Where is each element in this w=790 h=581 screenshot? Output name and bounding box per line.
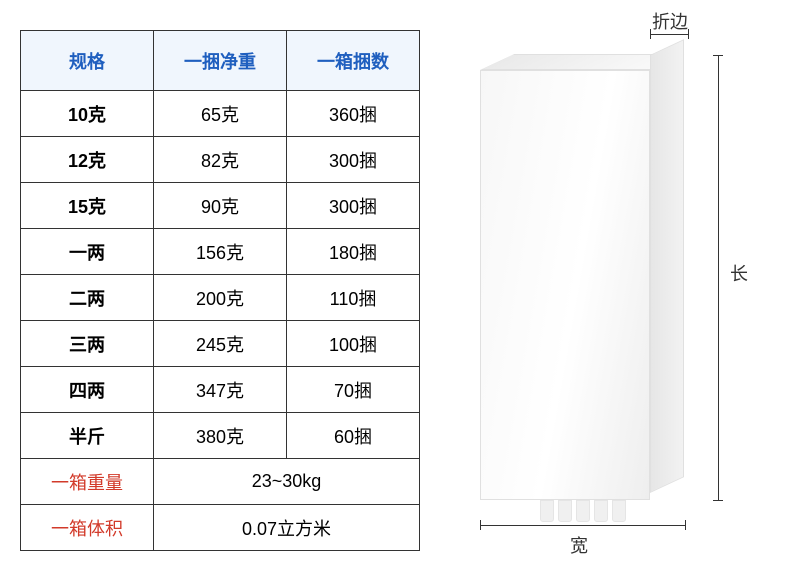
table-summary-row: 一箱体积0.07立方米 xyxy=(21,505,420,551)
cell-netweight: 380克 xyxy=(154,413,287,459)
cell-spec: 15克 xyxy=(21,183,154,229)
table-row: 12克82克300捆 xyxy=(21,137,420,183)
cell-spec: 三两 xyxy=(21,321,154,367)
col-header-netweight: 一捆净重 xyxy=(154,31,287,91)
cell-netweight: 245克 xyxy=(154,321,287,367)
dim-fold-label: 折边 xyxy=(652,8,688,34)
box-side-face xyxy=(650,39,684,493)
table-row: 三两245克100捆 xyxy=(21,321,420,367)
spec-table: 规格 一捆净重 一箱捆数 10克65克360捆12克82克300捆15克90克3… xyxy=(20,30,420,551)
table-row: 10克65克360捆 xyxy=(21,91,420,137)
table-row: 半斤380克60捆 xyxy=(21,413,420,459)
cell-bundles: 70捆 xyxy=(287,367,420,413)
cell-netweight: 347克 xyxy=(154,367,287,413)
summary-value: 23~30kg xyxy=(154,459,420,505)
dim-length-label: 长 xyxy=(730,260,748,286)
cell-spec: 四两 xyxy=(21,367,154,413)
dim-length-line xyxy=(718,55,719,500)
table-header-row: 规格 一捆净重 一箱捆数 xyxy=(21,31,420,91)
table-row: 四两347克70捆 xyxy=(21,367,420,413)
cell-bundles: 360捆 xyxy=(287,91,420,137)
table-row: 一两156克180捆 xyxy=(21,229,420,275)
box-front-face xyxy=(480,70,650,500)
dim-width-line xyxy=(480,525,685,526)
col-header-bundles: 一箱捆数 xyxy=(287,31,420,91)
dim-width-label: 宽 xyxy=(570,532,588,558)
table-row: 15克90克300捆 xyxy=(21,183,420,229)
cell-netweight: 90克 xyxy=(154,183,287,229)
cell-spec: 一两 xyxy=(21,229,154,275)
table-body: 10克65克360捆12克82克300捆15克90克300捆一两156克180捆… xyxy=(21,91,420,551)
col-header-spec: 规格 xyxy=(21,31,154,91)
cell-netweight: 156克 xyxy=(154,229,287,275)
cell-spec: 半斤 xyxy=(21,413,154,459)
cell-spec: 12克 xyxy=(21,137,154,183)
table-row: 二两200克110捆 xyxy=(21,275,420,321)
dim-fold-line xyxy=(650,34,688,35)
summary-label: 一箱重量 xyxy=(21,459,154,505)
summary-value: 0.07立方米 xyxy=(154,505,420,551)
cell-netweight: 82克 xyxy=(154,137,287,183)
cell-bundles: 60捆 xyxy=(287,413,420,459)
box-fringe xyxy=(540,500,630,525)
cell-netweight: 200克 xyxy=(154,275,287,321)
cell-spec: 10克 xyxy=(21,91,154,137)
table-summary-row: 一箱重量23~30kg xyxy=(21,459,420,505)
cell-spec: 二两 xyxy=(21,275,154,321)
cell-bundles: 100捆 xyxy=(287,321,420,367)
cell-bundles: 300捆 xyxy=(287,137,420,183)
cell-bundles: 300捆 xyxy=(287,183,420,229)
cell-bundles: 110捆 xyxy=(287,275,420,321)
cell-bundles: 180捆 xyxy=(287,229,420,275)
summary-label: 一箱体积 xyxy=(21,505,154,551)
cell-netweight: 65克 xyxy=(154,91,287,137)
package-diagram: 折边 长 宽 xyxy=(470,30,750,530)
